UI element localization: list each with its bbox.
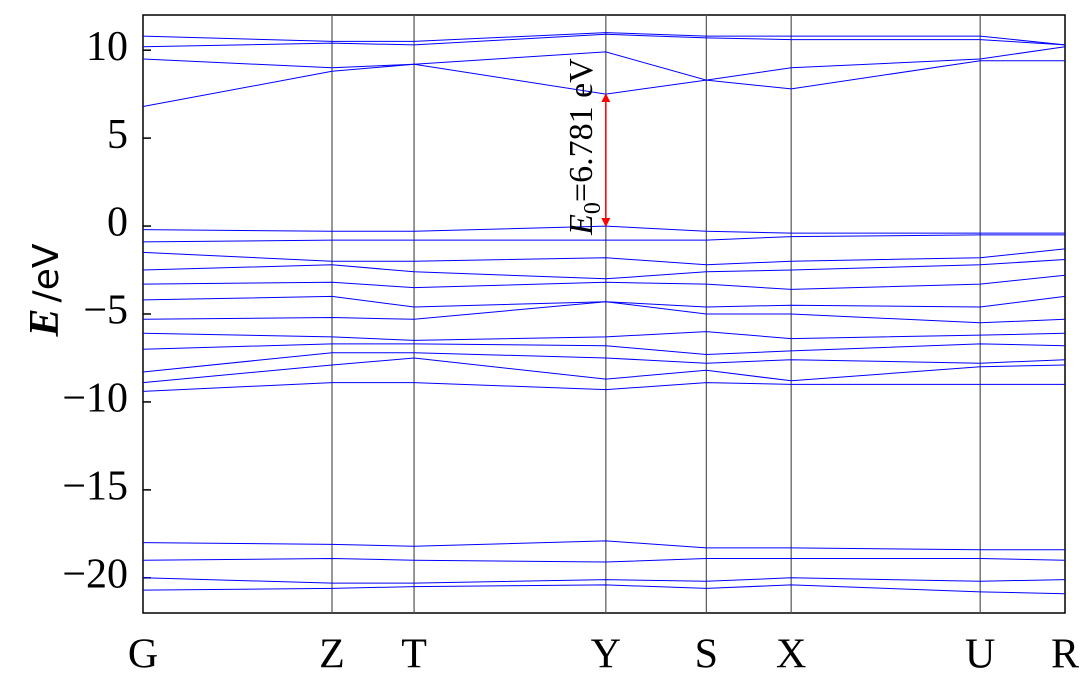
x-tick-label: G bbox=[128, 632, 158, 678]
x-tick-label: S bbox=[695, 632, 718, 678]
band-line bbox=[142, 301, 1066, 324]
band-line bbox=[142, 557, 1066, 563]
y-tick-label: 10 bbox=[86, 24, 128, 70]
band-line bbox=[142, 274, 1066, 290]
band-line bbox=[142, 577, 1066, 584]
gap-text: =6.781 eV bbox=[563, 58, 600, 202]
x-tick-label: U bbox=[965, 632, 995, 678]
band-line bbox=[142, 234, 1065, 243]
band-line bbox=[142, 540, 1065, 551]
x-tick-label: Y bbox=[591, 632, 621, 678]
band-line bbox=[142, 357, 1066, 384]
band-line bbox=[142, 352, 1066, 373]
band-line bbox=[142, 225, 1065, 234]
band-line bbox=[142, 32, 1066, 46]
y-tick-label: −5 bbox=[83, 288, 128, 334]
gap-symbol: E bbox=[563, 214, 600, 236]
band-line bbox=[142, 382, 1065, 392]
band-line bbox=[142, 248, 1066, 266]
y-tick-label: 0 bbox=[107, 200, 128, 246]
x-tick-label: Z bbox=[319, 632, 345, 678]
y-tick-label: −15 bbox=[62, 464, 128, 510]
y-tick-label: −10 bbox=[62, 376, 128, 422]
band-line bbox=[142, 259, 1066, 280]
y-axis-label: E/eV bbox=[22, 243, 68, 337]
x-tick-label: X bbox=[776, 632, 806, 678]
band-line bbox=[142, 331, 1066, 341]
band-line bbox=[142, 343, 1066, 356]
x-tick-label: T bbox=[401, 632, 427, 678]
y-tick-label: −20 bbox=[62, 551, 128, 597]
y-tick-label: 5 bbox=[107, 112, 128, 158]
gap-subscript: 0 bbox=[580, 202, 606, 214]
x-tick-label: R bbox=[1051, 632, 1079, 678]
band-line bbox=[142, 584, 1066, 595]
y-axis-symbol: E bbox=[22, 308, 68, 337]
gap-annotation: E0=6.781 eV bbox=[563, 58, 606, 236]
band-line bbox=[142, 46, 1066, 81]
band-line bbox=[142, 295, 1066, 308]
plot-frame bbox=[142, 14, 1066, 614]
band-line bbox=[142, 33, 1066, 48]
band-line bbox=[142, 60, 1065, 107]
y-axis-unit: /eV bbox=[26, 243, 67, 302]
